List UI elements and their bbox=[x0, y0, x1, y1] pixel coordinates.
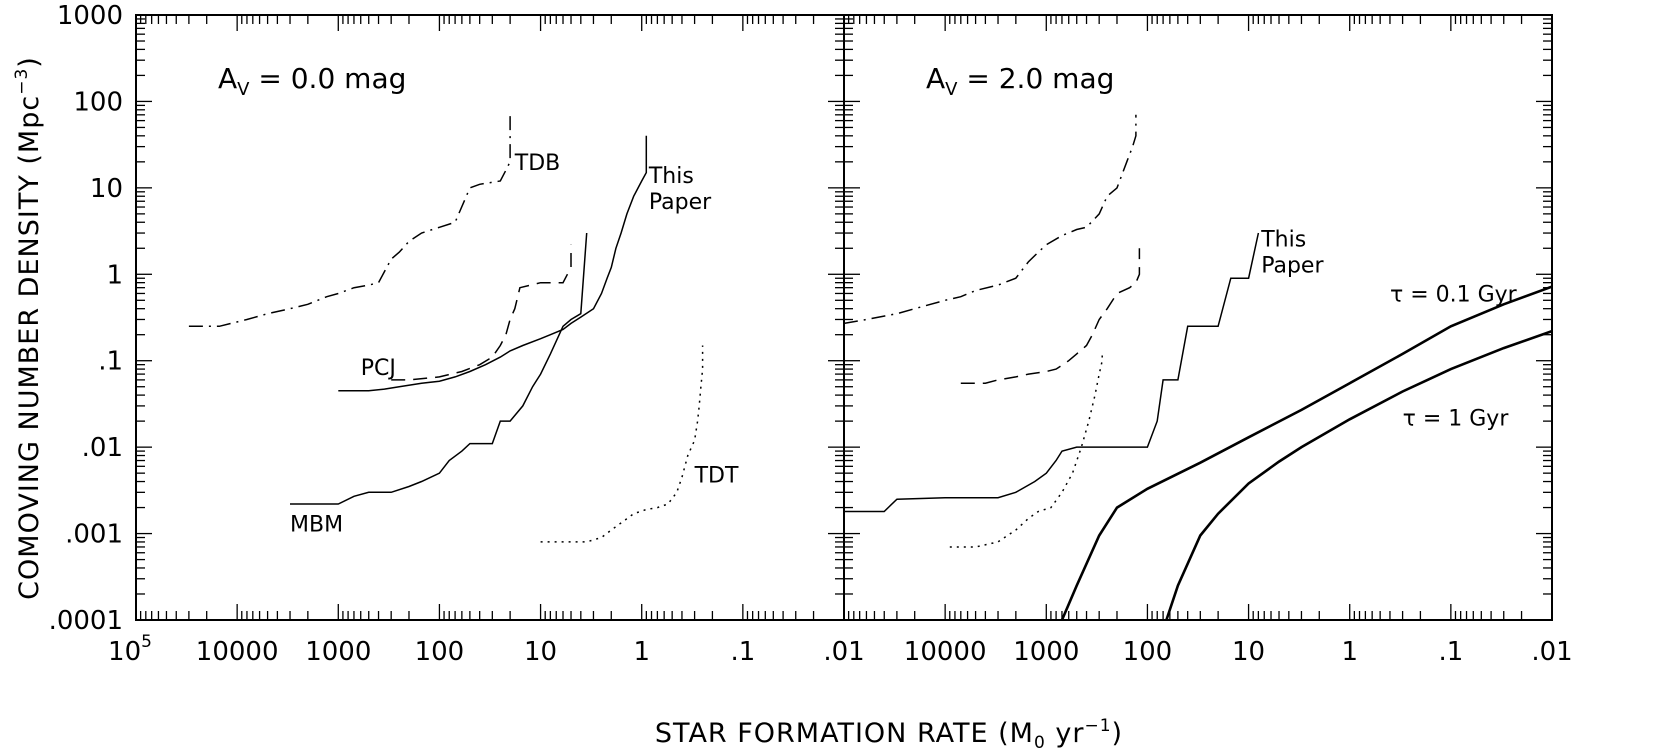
series-pcj-line bbox=[391, 244, 572, 381]
y-tick-label: .0001 bbox=[49, 606, 123, 636]
chart-panel-1: 105 10000 1000 100 10 1 .1 .01 1000 100 10 1 .1 .01 .0… bbox=[49, 1, 865, 667]
series-0-1-gyr-line bbox=[1060, 285, 1552, 620]
y-tick-label: 1 bbox=[106, 260, 123, 290]
series-tdb-line bbox=[188, 114, 511, 328]
plot-frame bbox=[135, 14, 845, 621]
chart-panel-2: 10000 1000 100 10 1 .1 .01 AV = 2.0 mag ThisPape… bbox=[843, 14, 1573, 667]
x-tick-label: 105 bbox=[108, 632, 152, 667]
x-tick-label: 1 bbox=[633, 637, 650, 667]
annotation-mbm: MBM bbox=[290, 513, 343, 538]
x-tick-label: 10 bbox=[1232, 637, 1265, 667]
x-tick-label: .01 bbox=[823, 637, 864, 667]
x-tick-label: .1 bbox=[1438, 637, 1463, 667]
x-tick-label: .01 bbox=[1531, 637, 1572, 667]
x-tick-label: .1 bbox=[730, 637, 755, 667]
y-tick-label: 10 bbox=[90, 174, 123, 204]
series-this-paper-line bbox=[338, 135, 648, 392]
x-tick-label: 10000 bbox=[196, 637, 279, 667]
annotation-1-gyr: τ = 1 Gyr bbox=[1403, 407, 1510, 432]
annotation-tdb: TDB bbox=[514, 151, 560, 176]
annotation-paper: Paper bbox=[1261, 253, 1324, 278]
series-tdb-line bbox=[844, 114, 1137, 325]
x-tick-label: 10000 bbox=[904, 637, 987, 667]
plot-frame bbox=[843, 14, 1553, 621]
annotation-pcj: PCJ bbox=[361, 356, 396, 381]
annotation-this: This bbox=[648, 164, 694, 189]
series-this-paper-line bbox=[844, 232, 1260, 513]
x-tick-label: 1 bbox=[1341, 637, 1358, 667]
y-axis-title: COMOVING NUMBER DENSITY (Mpc−3) bbox=[12, 56, 45, 600]
chart-panels: 105 10000 1000 100 10 1 .1 .01 1000 100 10 1 .1 .01 .0… bbox=[49, 1, 1573, 667]
x-tick-label: 100 bbox=[415, 637, 465, 667]
x-tick-label: 100 bbox=[1123, 637, 1173, 667]
series-1-gyr-line bbox=[1165, 329, 1552, 620]
annotation-0-1-gyr: τ = 0.1 Gyr bbox=[1390, 282, 1518, 307]
y-tick-label: 1000 bbox=[57, 1, 123, 31]
y-tick-label: .001 bbox=[65, 520, 123, 550]
series-tdt-line bbox=[540, 345, 704, 543]
x-tick-label: 10 bbox=[524, 637, 557, 667]
annotation-tdt: TDT bbox=[694, 464, 739, 489]
y-tick-label: .1 bbox=[98, 347, 123, 377]
series-pcj-line bbox=[960, 248, 1141, 384]
y-tick-label: .01 bbox=[82, 433, 123, 463]
x-axis-title: STAR FORMATION RATE (M0 yr−1) bbox=[655, 716, 1123, 751]
panel-label: AV = 2.0 mag bbox=[926, 62, 1114, 100]
x-tick-label: 1000 bbox=[1013, 637, 1079, 667]
y-tick-label: 100 bbox=[73, 87, 123, 117]
panel-label: AV = 0.0 mag bbox=[218, 62, 406, 100]
x-tick-label: 1000 bbox=[305, 637, 371, 667]
series-tdt-line bbox=[949, 350, 1103, 548]
annotation-paper: Paper bbox=[649, 190, 712, 215]
annotation-this: This bbox=[1260, 227, 1306, 252]
series-mbm-line bbox=[290, 232, 588, 505]
